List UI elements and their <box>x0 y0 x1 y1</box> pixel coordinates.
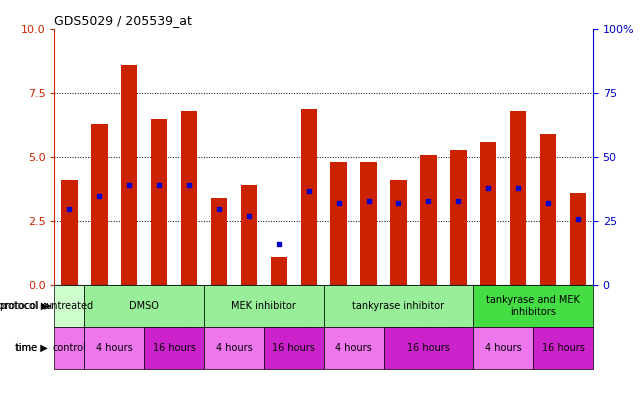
Bar <box>324 327 383 369</box>
Bar <box>181 111 197 285</box>
Bar <box>91 124 108 285</box>
Bar <box>271 257 287 285</box>
Bar <box>204 285 324 327</box>
Text: 16 hours: 16 hours <box>542 343 585 353</box>
Bar <box>301 109 317 285</box>
Bar <box>570 193 587 285</box>
Bar <box>533 327 593 369</box>
Text: 4 hours: 4 hours <box>335 343 372 353</box>
Bar <box>204 327 264 369</box>
Bar <box>62 180 78 285</box>
Text: 16 hours: 16 hours <box>407 343 450 353</box>
Text: 4 hours: 4 hours <box>96 343 133 353</box>
Text: 16 hours: 16 hours <box>153 343 196 353</box>
Bar <box>54 327 85 369</box>
Bar <box>85 327 144 369</box>
Text: MEK inhibitor: MEK inhibitor <box>231 301 296 311</box>
Bar <box>151 119 167 285</box>
Bar <box>54 285 85 327</box>
Text: control: control <box>53 343 87 353</box>
Bar <box>85 285 204 327</box>
Bar <box>450 150 467 285</box>
Text: time ▶: time ▶ <box>15 343 48 353</box>
Bar <box>420 155 437 285</box>
Bar <box>473 285 593 327</box>
Bar <box>473 327 533 369</box>
Text: tankyrase inhibitor: tankyrase inhibitor <box>353 301 445 311</box>
Text: protocol: protocol <box>0 301 38 311</box>
Text: protocol ▶: protocol ▶ <box>0 301 48 311</box>
Bar <box>211 198 228 285</box>
Bar <box>121 65 138 285</box>
Bar <box>360 162 377 285</box>
Text: tankyrase and MEK
inhibitors: tankyrase and MEK inhibitors <box>486 296 580 317</box>
Bar <box>480 142 496 285</box>
Bar <box>540 134 556 285</box>
Bar <box>144 327 204 369</box>
Text: time: time <box>16 343 38 353</box>
Bar <box>264 327 324 369</box>
Bar <box>324 285 473 327</box>
Text: 16 hours: 16 hours <box>272 343 315 353</box>
Bar <box>331 162 347 285</box>
Bar <box>510 111 526 285</box>
Text: 4 hours: 4 hours <box>215 343 253 353</box>
Text: untreated: untreated <box>46 301 94 311</box>
Text: DMSO: DMSO <box>129 301 159 311</box>
Text: GDS5029 / 205539_at: GDS5029 / 205539_at <box>54 14 192 27</box>
Bar <box>241 185 257 285</box>
Bar <box>390 180 406 285</box>
Text: 4 hours: 4 hours <box>485 343 522 353</box>
Bar <box>383 327 473 369</box>
